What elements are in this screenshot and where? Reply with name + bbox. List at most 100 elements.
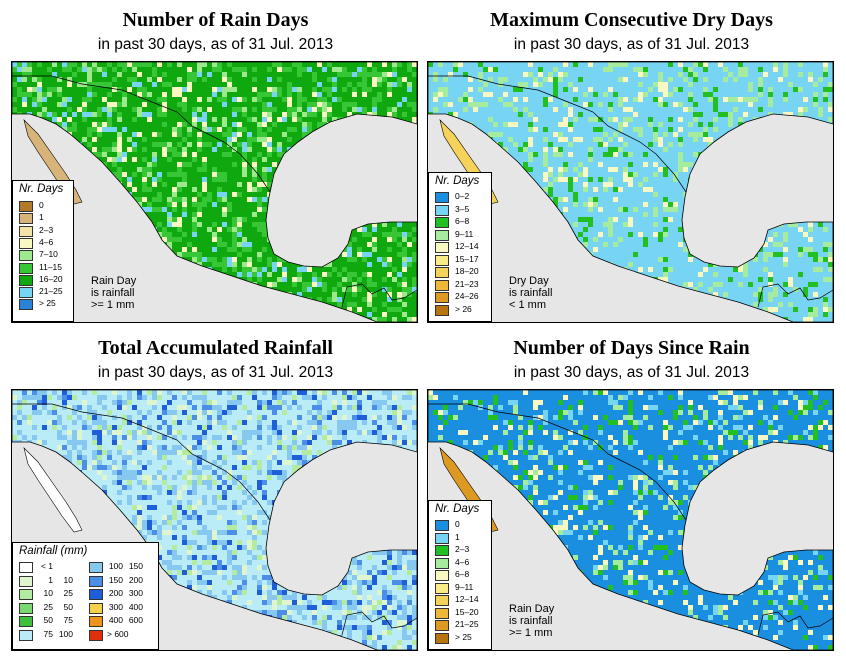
legend-label: 21–23 bbox=[455, 278, 479, 289]
max-dry-days-raster bbox=[428, 62, 833, 322]
legend-label: 18–20 bbox=[455, 266, 479, 276]
legend-swatch bbox=[435, 545, 449, 556]
legend-swatch bbox=[19, 575, 33, 587]
legend-high: 400 bbox=[128, 601, 143, 612]
legend-entry: 75 100 bbox=[19, 628, 149, 641]
legend-low: 75 bbox=[43, 628, 53, 639]
legend-low: 1 bbox=[48, 574, 53, 585]
rain-day-note: Rain Day is rainfall >= 1 mm bbox=[509, 603, 554, 639]
legend-high: 150 bbox=[128, 561, 143, 571]
legend-swatch bbox=[435, 217, 449, 228]
legend-swatch bbox=[435, 292, 449, 303]
legend-swatch bbox=[19, 250, 33, 262]
international-border bbox=[428, 75, 687, 193]
legend-swatch bbox=[435, 192, 449, 203]
legend-label: 3–5 bbox=[455, 203, 470, 214]
legend-title: Rainfall (mm) bbox=[19, 545, 88, 557]
legend-swatch bbox=[19, 602, 33, 614]
central-america-border bbox=[341, 611, 417, 636]
legend-high: 75 bbox=[63, 615, 73, 625]
note-line: >= 1 mm bbox=[91, 299, 135, 311]
legend-swatch bbox=[89, 616, 103, 627]
legend-entry: < 1 bbox=[19, 561, 149, 573]
legend-low: 100 bbox=[108, 561, 123, 571]
legend-high: 50 bbox=[63, 601, 73, 612]
international-border bbox=[12, 75, 271, 193]
legend-high: 600 bbox=[128, 615, 143, 625]
legend-swatch bbox=[19, 262, 33, 274]
legend-label: 11–15 bbox=[39, 261, 63, 272]
legend-title: Nr. Days bbox=[435, 175, 480, 187]
rain-days-map: Nr. Days 0 1 2–3 4–6 7–10 11–15 16–20 21–25 > 25… bbox=[11, 61, 418, 323]
legend-swatch bbox=[19, 274, 33, 286]
central-america-border bbox=[757, 611, 833, 636]
legend-swatch bbox=[435, 242, 449, 253]
panel-title: Number of Days Since Rain bbox=[513, 337, 750, 359]
rain-day-note: Rain Day is rainfall >= 1 mm bbox=[91, 275, 136, 311]
legend-title: Nr. Days bbox=[19, 183, 64, 195]
legend-swatch bbox=[435, 229, 449, 241]
legend-entry: 200 300 bbox=[89, 588, 219, 600]
legend-swatch bbox=[435, 254, 449, 266]
legend-swatch bbox=[435, 620, 449, 631]
max-dry-days-legend: Nr. Days 0–2 3–5 6–8 9–11 12–14 15–17 18–20 21–… bbox=[428, 172, 492, 322]
note-line: is rainfall bbox=[509, 287, 553, 299]
legend-swatch bbox=[19, 562, 33, 573]
legend-swatch bbox=[19, 616, 33, 627]
note-line: >= 1 mm bbox=[509, 627, 553, 639]
legend-swatch bbox=[435, 204, 449, 216]
legend-swatch bbox=[435, 279, 449, 291]
legend-entry: 10 25 bbox=[19, 588, 149, 600]
legend-entry: 50 75 bbox=[19, 615, 149, 627]
legend-entry: 150 200 bbox=[89, 575, 219, 587]
legend-swatch bbox=[89, 589, 103, 600]
legend-label: 15–20 bbox=[455, 606, 479, 617]
legend-label: > 26 bbox=[455, 303, 472, 314]
legend-high: 25 bbox=[63, 588, 73, 598]
coastline bbox=[428, 390, 833, 650]
panel-subtitle: in past 30 days, as of 31 Jul. 2013 bbox=[97, 364, 334, 381]
legend-low: < 1 bbox=[40, 561, 53, 571]
panel-rain-days: Number of Rain Days in past 30 days, as … bbox=[8, 6, 423, 326]
legend-label: 16–20 bbox=[39, 273, 63, 284]
legend-low: 300 bbox=[108, 601, 123, 612]
central-america-border bbox=[341, 283, 417, 308]
legend-label: 24–26 bbox=[455, 291, 479, 301]
legend-swatch bbox=[19, 589, 33, 600]
panel-subtitle: in past 30 days, as of 31 Jul. 2013 bbox=[513, 364, 750, 381]
days-since-rain-raster bbox=[428, 390, 833, 650]
legend-swatch bbox=[435, 557, 449, 569]
legend-swatch bbox=[89, 629, 103, 641]
legend-entry: > 600 bbox=[89, 629, 219, 641]
note-line: Rain Day bbox=[91, 275, 137, 287]
legend-label: 15–17 bbox=[455, 253, 479, 264]
legend-swatch bbox=[435, 570, 449, 581]
rainfall-legend: Rainfall (mm) < 1 1 10 10 25 25 50 50 75 75 100 10… bbox=[12, 542, 159, 650]
total-rainfall-map: Rainfall (mm) < 1 1 10 10 25 25 50 50 75 75 100 10… bbox=[11, 389, 418, 651]
legend-label: 2–3 bbox=[39, 224, 54, 235]
coastline bbox=[12, 390, 417, 650]
legend-high: 10 bbox=[63, 574, 73, 585]
legend-label: 1 bbox=[39, 212, 44, 223]
legend-swatch bbox=[435, 304, 449, 316]
legend-label: > 25 bbox=[455, 631, 472, 642]
legend-swatch bbox=[19, 299, 33, 311]
legend-label: 21–25 bbox=[39, 286, 63, 297]
legend-label: 9–11 bbox=[455, 581, 474, 592]
panel-title: Maximum Consecutive Dry Days bbox=[490, 9, 773, 31]
legend-swatch bbox=[19, 225, 33, 237]
legend-label: 0 bbox=[39, 200, 44, 210]
legend-label: 0 bbox=[455, 519, 460, 529]
note-line: Rain Day bbox=[509, 603, 555, 615]
legend-entry: 1 10 bbox=[19, 574, 149, 587]
panel-total-rainfall: Total Accumulated Rainfall in past 30 da… bbox=[8, 334, 423, 654]
legend-title: Nr. Days bbox=[435, 503, 480, 515]
note-line: < 1 mm bbox=[509, 299, 546, 311]
legend-swatch bbox=[89, 575, 103, 587]
international-border bbox=[12, 403, 271, 521]
legend-swatch bbox=[89, 602, 103, 614]
legend-swatch bbox=[19, 237, 33, 249]
legend-high: 100 bbox=[58, 628, 73, 639]
legend-swatch bbox=[435, 267, 449, 278]
legend-low: 10 bbox=[43, 588, 53, 598]
